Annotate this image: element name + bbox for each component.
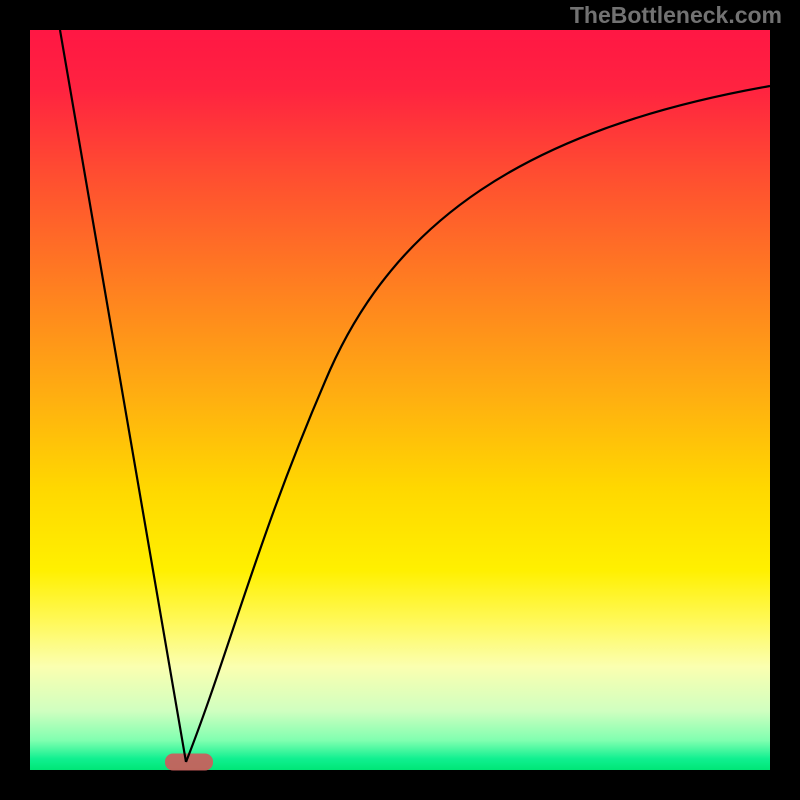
watermark-text: TheBottleneck.com: [570, 2, 782, 29]
plot-area: [30, 30, 770, 770]
chart-svg: [0, 0, 800, 800]
bottleneck-chart: TheBottleneck.com: [0, 0, 800, 800]
